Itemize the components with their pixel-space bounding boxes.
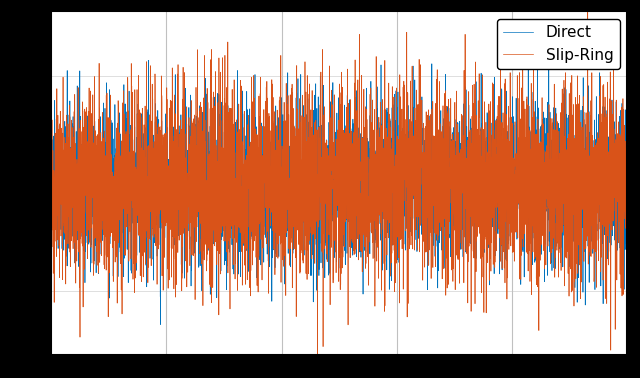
Direct [268,161,275,166]
Direct [477,154,485,158]
Slip-Ring [152,243,159,248]
Direct [47,169,55,174]
Slip-Ring [268,210,275,214]
Direct [623,215,631,220]
Slip-Ring [47,181,55,186]
Direct [152,178,159,183]
Legend: Direct, Slip-Ring: Direct, Slip-Ring [497,19,620,69]
Slip-Ring [623,194,631,199]
Line: Direct: Direct [51,50,627,325]
Line: Slip-Ring: Slip-Ring [51,0,627,356]
Direct [157,322,164,327]
Direct [521,160,529,164]
Slip-Ring [393,261,401,265]
Direct [393,194,401,198]
Direct [524,47,532,52]
Slip-Ring [314,354,321,359]
Slip-Ring [422,203,429,207]
Slip-Ring [477,125,485,130]
Slip-Ring [521,148,529,152]
Direct [422,235,429,240]
